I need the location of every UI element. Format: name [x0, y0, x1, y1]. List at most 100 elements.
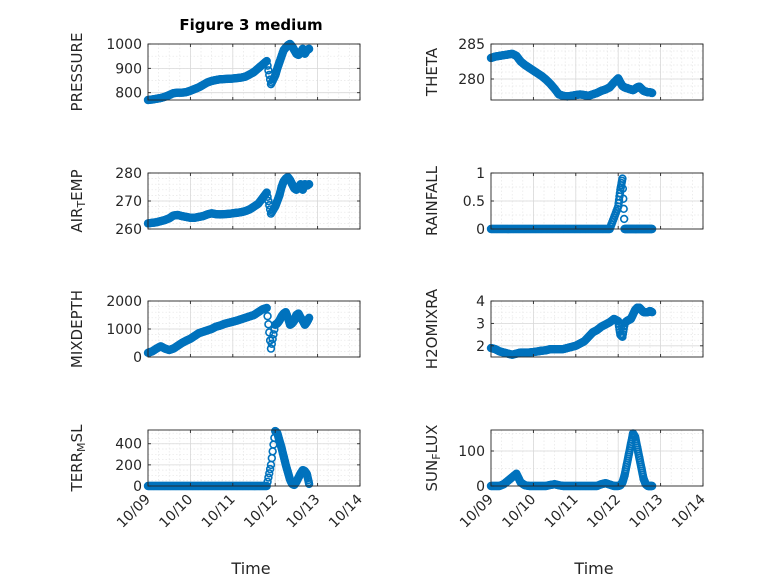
x-tick-label: 10/09 [114, 492, 154, 532]
subplot-pressure: 800 900 1000 PRESSURE [68, 33, 361, 112]
axes-box [490, 429, 704, 487]
data-point [304, 313, 314, 322]
data-point-interp [267, 339, 277, 349]
y-tick-label: 270 [115, 194, 142, 210]
data-point-interp [263, 477, 272, 486]
y-tick-label: 3 [476, 316, 485, 332]
y-tick-label: 1000 [106, 37, 142, 53]
data-point-interp [264, 196, 273, 206]
y-tick-label: 2000 [106, 294, 142, 310]
x-tick-label: 10/10 [156, 492, 196, 532]
data-point-interp [264, 473, 273, 482]
y-tick-label: 400 [115, 437, 142, 453]
data-point [647, 308, 657, 317]
axes-box [147, 43, 361, 101]
y-tick-label: 1000 [106, 322, 142, 338]
y-tick-label: 4 [476, 294, 485, 310]
y-axis-label-part: RAINFALL [423, 165, 441, 236]
y-tick-label: 0 [476, 479, 485, 495]
data-point-interp [269, 330, 278, 339]
data-point-interp [263, 192, 272, 202]
y-axis-label-part: THETA [423, 47, 441, 97]
y-axis-label-part: SL [68, 424, 86, 443]
x-axis-label-right: Time [573, 559, 613, 578]
data-point [262, 56, 271, 66]
y-tick-label: 1 [476, 166, 485, 182]
x-tick-label: 10/14 [669, 491, 709, 531]
y-axis-label: AIRTEMP [68, 169, 88, 232]
x-tick-label: 10/12 [241, 492, 281, 532]
y-tick-label: 2 [476, 339, 485, 355]
y-axis-label-part: H2OMIXRA [423, 288, 441, 369]
y-axis-label-part: PRESSURE [68, 33, 86, 112]
data-point-interp [619, 214, 629, 224]
x-tick-label: 10/12 [584, 492, 624, 532]
y-tick-label: 200 [115, 458, 142, 474]
subplot-sun_flux: 0 100 10/09 10/10 10/11 10/12 10/13 10/14 SUNFLU… [423, 425, 709, 532]
x-tick-label: 10/09 [457, 492, 497, 532]
x-tick-label: 10/11 [199, 492, 239, 532]
data-point-interp [618, 184, 628, 193]
subplot-h2omixra: 2 3 4 H2OMIXRA [423, 288, 704, 369]
data-point-interp [263, 311, 272, 321]
subplot-mixdepth: 0 1000 2000 MIXDEPTH [68, 290, 361, 368]
y-axis-label-subscript: T [75, 201, 88, 209]
data-point [618, 174, 627, 183]
x-axis-label-left: Time [230, 559, 270, 578]
y-axis-label-part: SUN [423, 460, 441, 492]
y-axis-label: SUNFLUX [423, 425, 443, 492]
axes-box [490, 43, 704, 101]
data-point [262, 188, 271, 197]
data-point [262, 303, 271, 313]
y-axis-label: TERRMSL [68, 424, 88, 493]
y-tick-label: 800 [115, 86, 142, 102]
y-axis-label-part: MIXDEPTH [68, 290, 86, 368]
data-point-interp [264, 66, 273, 75]
y-tick-label: 0 [476, 222, 485, 238]
data-point [266, 344, 276, 353]
data-point-interp [263, 61, 272, 70]
y-axis-label: THETA [423, 47, 441, 97]
data-point-interp [265, 464, 275, 474]
subplot-theta: 280 285 THETA [423, 37, 704, 101]
y-axis-label-part: AIR [68, 208, 86, 233]
y-tick-label: 280 [458, 72, 485, 88]
data-point [304, 44, 314, 54]
data-point [304, 180, 314, 189]
data-point-interp [265, 469, 274, 478]
y-axis-label-subscript: F [430, 453, 443, 459]
axes-box [147, 429, 361, 487]
x-tick-label: 10/13 [284, 492, 324, 532]
subplot-rainfall: 0 0.5 1 RAINFALL [423, 165, 704, 238]
y-axis-label-subscript: M [75, 442, 88, 452]
data-point-interp [268, 334, 277, 344]
y-tick-label: 285 [458, 37, 485, 53]
y-axis-label: RAINFALL [423, 165, 441, 236]
y-axis-label: MIXDEPTH [68, 290, 86, 368]
axes-box [490, 300, 704, 358]
y-tick-label: 0 [133, 350, 142, 366]
y-axis-label-part: LUX [423, 425, 441, 454]
y-axis-label-part: EMP [68, 169, 86, 200]
y-tick-label: 100 [458, 444, 485, 460]
y-axis-label-part: TERR [68, 452, 86, 493]
y-tick-label: 280 [115, 166, 142, 182]
subplot-air_temp: 260 270 280 AIRTEMP [68, 166, 361, 238]
subplot-terr_msl: 0 200 400 10/09 10/10 10/11 10/12 10/13 10/14 TER… [68, 424, 366, 531]
y-tick-label: 900 [115, 61, 142, 77]
x-tick-label: 10/13 [627, 492, 667, 532]
y-axis-label: H2OMIXRA [423, 288, 441, 369]
y-tick-label: 0.5 [463, 194, 485, 210]
y-axis-label: PRESSURE [68, 33, 86, 112]
y-tick-label: 260 [115, 222, 142, 238]
data-point-interp [619, 194, 628, 203]
x-tick-label: 10/14 [326, 491, 366, 531]
data-point [647, 88, 657, 98]
x-tick-label: 10/11 [542, 492, 582, 532]
y-tick-label: 0 [133, 479, 142, 495]
data-point-interp [619, 204, 628, 214]
data-point [304, 479, 314, 489]
x-tick-label: 10/10 [499, 492, 539, 532]
